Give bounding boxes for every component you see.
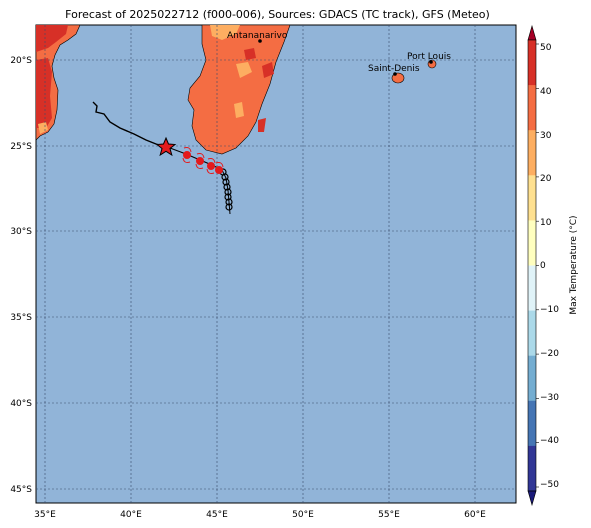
colorbar <box>527 24 539 507</box>
madagascar-warm-patch-north <box>210 25 240 40</box>
colorbar-tick: −20 <box>540 349 559 359</box>
africa-hot-region-south <box>36 58 52 128</box>
tc-past-track <box>92 101 167 148</box>
star-icon <box>155 136 177 157</box>
colorbar-tick: −30 <box>540 393 559 403</box>
colorbar-segment <box>528 400 536 447</box>
lat-axis-labels: 20°S 25°S 30°S 35°S 40°S 45°S <box>10 56 32 495</box>
city-marker-saint-denis <box>393 72 397 76</box>
colorbar-tick: 40 <box>540 87 552 97</box>
colorbar-tick: −10 <box>540 305 559 315</box>
madagascar-warm-patch-south <box>234 102 244 118</box>
city-label-port-louis: Port Louis <box>407 52 451 62</box>
madagascar-hot-patch-se <box>258 118 266 132</box>
colorbar-segment <box>528 175 536 221</box>
lon-axis-labels: 35°E 40°E 45°E 50°E 55°E 60°E <box>34 510 486 520</box>
lon-tick: 40°E <box>120 510 142 520</box>
colorbar-tick: −40 <box>540 436 559 446</box>
lat-tick: 30°S <box>10 227 32 237</box>
city-label-saint-denis: Saint-Denis <box>368 64 420 74</box>
africa-warm-patch <box>38 122 48 134</box>
lon-tick: 60°E <box>464 510 486 520</box>
colorbar-segment <box>528 355 536 402</box>
city-marker-port-louis <box>429 60 433 64</box>
lon-tick: 45°E <box>206 510 228 520</box>
madagascar-landmass <box>187 24 291 155</box>
ocean-background <box>35 24 517 504</box>
lat-tick: 40°S <box>10 399 32 409</box>
colorbar-segment <box>528 265 536 312</box>
colorbar-segment <box>528 310 536 357</box>
colorbar-segment <box>528 220 536 266</box>
lat-tick: 20°S <box>10 56 32 66</box>
colorbar-tick: −50 <box>540 480 559 490</box>
madagascar-warm-patch <box>236 62 252 78</box>
colorbar-segment <box>528 130 536 176</box>
colorbar-label: Max Temperature (°C) <box>569 215 579 314</box>
colorbar-tick-labels: 50 40 30 20 10 0 −10 −20 −30 −40 −50 <box>540 43 559 490</box>
map-area[interactable]: Antananarivo Port Louis Saint-Denis <box>35 24 517 504</box>
colorbar-extend-min <box>527 490 537 507</box>
colorbar-tick: 20 <box>540 174 552 184</box>
colorbar-tick: 0 <box>540 261 546 271</box>
lat-tick: 25°S <box>10 142 32 152</box>
city-marker-antananarivo <box>258 39 262 43</box>
colorbar-tick: 10 <box>540 218 552 228</box>
colorbar-segment <box>528 40 536 86</box>
map-title: Forecast of 2025022712 (f000-006), Sourc… <box>65 8 490 21</box>
colorbar-tick: 50 <box>540 43 552 53</box>
city-label-antananarivo: Antananarivo <box>227 31 288 41</box>
storm-symbol <box>182 147 224 174</box>
colorbar-tick: 30 <box>540 131 552 141</box>
lon-tick: 35°E <box>34 510 56 520</box>
colorbar-extend-max <box>527 24 537 41</box>
lat-tick: 45°S <box>10 485 32 495</box>
colorbar-segment <box>528 445 536 492</box>
madagascar-hot-patch-east <box>262 62 274 78</box>
lat-tick: 35°S <box>10 313 32 323</box>
graticule <box>36 25 516 503</box>
lon-tick: 55°E <box>378 510 400 520</box>
lon-tick: 50°E <box>292 510 314 520</box>
colorbar-segment <box>528 85 536 131</box>
africa-hot-region <box>36 25 68 52</box>
madagascar-hot-patch <box>244 48 256 60</box>
